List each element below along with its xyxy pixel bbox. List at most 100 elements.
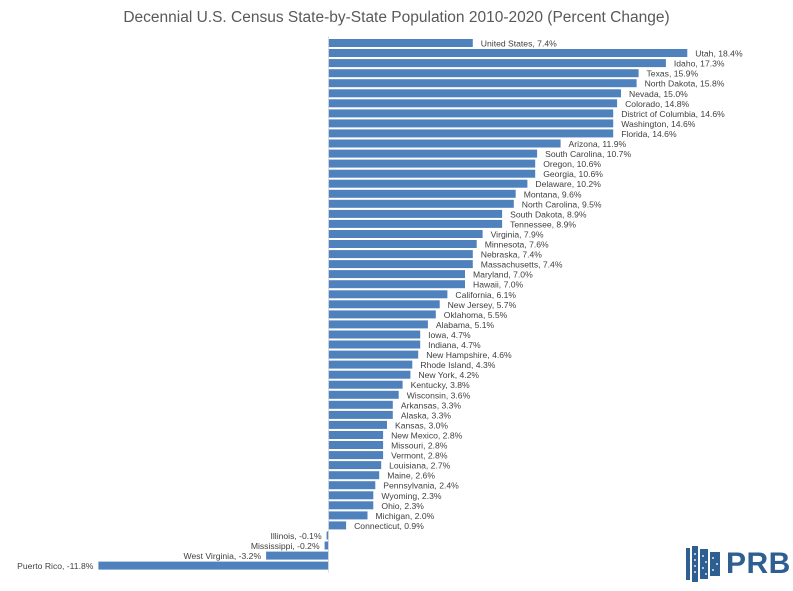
bar — [328, 219, 503, 228]
data-label: Alabama, 5.1% — [436, 320, 495, 330]
data-label: Missouri, 2.8% — [391, 441, 448, 451]
data-label: Ohio, 2.3% — [381, 501, 424, 511]
bar — [328, 199, 514, 208]
data-label: Kansas, 3.0% — [395, 420, 448, 430]
data-label: Pennsylvania, 2.4% — [383, 481, 459, 491]
bar — [328, 139, 561, 148]
data-label: Illinois, -0.1% — [270, 531, 321, 541]
data-label: New Mexico, 2.8% — [391, 431, 463, 441]
data-label: Oklahoma, 5.5% — [444, 310, 508, 320]
data-label: United States, 7.4% — [481, 39, 557, 49]
bar — [328, 79, 637, 88]
bar — [328, 491, 374, 500]
bar — [328, 250, 473, 259]
data-label: Connecticut, 0.9% — [354, 521, 424, 531]
data-label: District of Columbia, 14.6% — [621, 109, 725, 119]
data-label: Maryland, 7.0% — [473, 270, 533, 280]
bar — [328, 320, 428, 329]
data-label: New Hampshire, 4.6% — [426, 350, 512, 360]
bar — [328, 390, 399, 399]
bar — [328, 129, 614, 138]
data-labels-group: United States, 7.4% Utah, 18.4%Idaho, 17.… — [17, 39, 743, 572]
bar — [328, 511, 368, 520]
bar — [328, 300, 440, 309]
data-label: Nebraska, 7.4% — [481, 250, 543, 260]
data-label: Mississippi, -0.2% — [251, 541, 320, 551]
data-label: Utah, 18.4% — [695, 49, 743, 59]
bar — [324, 541, 329, 550]
bar — [328, 270, 465, 279]
bar — [328, 420, 387, 429]
data-label: Arizona, 11.9% — [569, 139, 627, 149]
data-label: Florida, 14.6% — [621, 129, 677, 139]
data-label: Arkansas, 3.3% — [401, 400, 462, 410]
bar — [328, 400, 393, 409]
bar — [98, 561, 329, 570]
bar — [328, 290, 448, 299]
data-label: New York, 4.2% — [418, 370, 479, 380]
bar — [328, 240, 477, 248]
bar — [328, 179, 528, 188]
bar — [328, 149, 538, 158]
bar — [328, 310, 436, 319]
bar — [328, 370, 411, 379]
bar — [328, 119, 614, 128]
data-label: Vermont, 2.8% — [391, 451, 448, 461]
bar — [328, 441, 384, 449]
data-label: Idaho, 17.3% — [674, 59, 725, 69]
bar — [328, 501, 374, 510]
bar — [328, 461, 382, 470]
data-label: South Carolina, 10.7% — [545, 149, 631, 159]
data-label: Colorado, 14.8% — [625, 99, 689, 109]
bar — [328, 209, 503, 218]
bar — [326, 531, 329, 540]
bars-group — [98, 39, 688, 570]
data-label: South Dakota, 8.9% — [510, 209, 587, 219]
bar — [328, 380, 403, 389]
prb-logo: PRB — [686, 546, 790, 582]
bar — [266, 551, 329, 560]
bar — [328, 109, 614, 118]
data-label: North Carolina, 9.5% — [522, 199, 602, 209]
data-label: Texas, 15.9% — [647, 69, 699, 79]
bar — [328, 330, 421, 339]
data-label: Kentucky, 3.8% — [411, 380, 470, 390]
bar — [328, 481, 376, 490]
bar — [328, 410, 393, 419]
bar — [328, 39, 473, 47]
data-label: California, 6.1% — [455, 290, 516, 300]
data-label: Iowa, 4.7% — [428, 330, 471, 340]
bar — [328, 230, 483, 238]
chart-title: Decennial U.S. Census State-by-State Pop… — [123, 9, 670, 26]
bar — [328, 69, 639, 78]
data-label: Wyoming, 2.3% — [381, 491, 441, 501]
data-label: Wisconsin, 3.6% — [407, 390, 471, 400]
bar — [328, 350, 419, 359]
data-label: Montana, 9.6% — [524, 189, 582, 199]
data-label: Massachusetts, 7.4% — [481, 260, 563, 270]
data-label: Maine, 2.6% — [387, 471, 435, 481]
bar — [328, 260, 473, 269]
data-label: North Dakota, 15.8% — [645, 79, 725, 89]
bar — [328, 49, 688, 57]
bar — [328, 360, 413, 369]
bar — [328, 189, 516, 198]
prb-logo-text: PRB — [726, 547, 791, 580]
bar — [328, 169, 536, 178]
data-label: Michigan, 2.0% — [376, 511, 435, 521]
bar — [328, 451, 384, 460]
data-label: Oregon, 10.6% — [543, 159, 601, 169]
data-label: Rhode Island, 4.3% — [420, 360, 495, 370]
data-label: Georgia, 10.6% — [543, 169, 603, 179]
data-label: Virginia, 7.9% — [491, 230, 544, 240]
bar — [328, 89, 621, 98]
bar — [328, 159, 536, 168]
bar — [328, 99, 618, 108]
bar — [328, 431, 384, 439]
data-label: Louisiana, 2.7% — [389, 461, 451, 471]
data-label: Delaware, 10.2% — [535, 179, 601, 189]
data-label: Nevada, 15.0% — [629, 89, 688, 99]
data-label: Hawaii, 7.0% — [473, 280, 524, 290]
prb-logo-icon — [686, 546, 720, 582]
